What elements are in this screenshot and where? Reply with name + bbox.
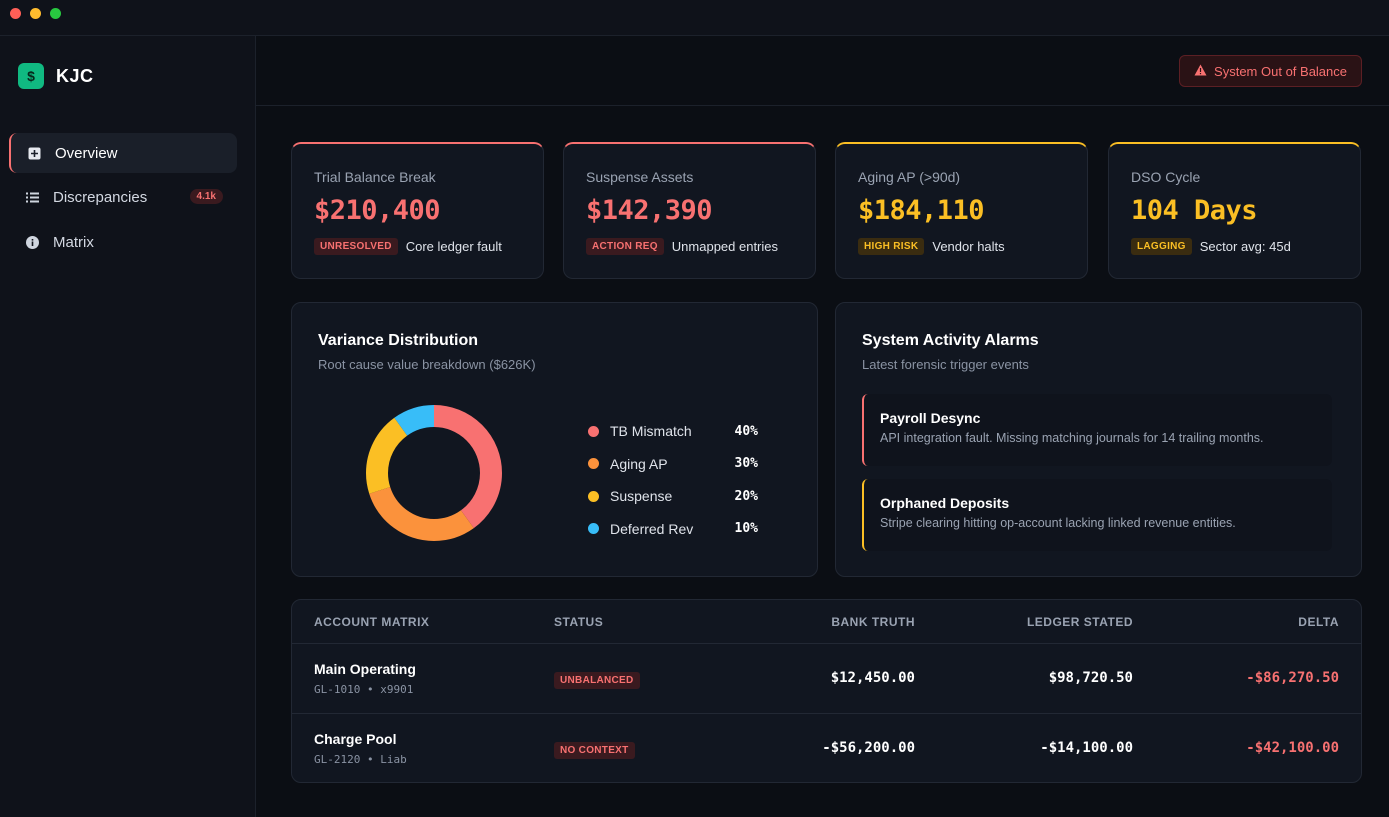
legend-item-aging-ap: Aging AP 30% <box>588 448 758 481</box>
bank-truth-value: -$56,200.00 <box>822 740 915 756</box>
legend-swatch <box>588 458 599 470</box>
list-icon <box>25 190 39 204</box>
kpi-card-dso-cycle[interactable]: DSO Cycle 104 Days LAGGING Sector avg: 4… <box>1108 142 1361 279</box>
status-tag: HIGH RISK <box>858 238 925 255</box>
legend-label: Aging AP <box>610 455 668 472</box>
kpi-title: Trial Balance Break <box>314 169 436 185</box>
legend-swatch <box>588 490 599 502</box>
chart-legend: TB Mismatch 40% Aging AP 30% Suspense 20… <box>588 415 758 545</box>
account-code: GL-1010 • x9901 <box>314 683 414 696</box>
sidebar-item-matrix[interactable]: Matrix <box>9 222 237 262</box>
account-name: Charge Pool <box>314 731 397 747</box>
window-titlebar <box>0 0 1389 36</box>
kpi-note: Core ledger fault <box>405 239 502 254</box>
alarm-description: API integration fault. Missing matching … <box>880 431 1264 445</box>
kpi-value: $184,110 <box>858 195 985 226</box>
kpi-note: Unmapped entries <box>671 239 779 254</box>
variance-donut-chart <box>366 405 502 541</box>
panel-title: System Activity Alarms <box>862 332 1039 349</box>
legend-item-suspense: Suspense 20% <box>588 480 758 513</box>
legend-value: 10% <box>734 521 758 537</box>
kpi-card-suspense-assets[interactable]: Suspense Assets $142,390 ACTION REQ Unma… <box>563 142 816 279</box>
legend-label: TB Mismatch <box>610 423 692 440</box>
kpi-note: Sector avg: 45d <box>1199 239 1291 254</box>
column-header-status[interactable]: STATUS <box>554 615 604 629</box>
legend-item-deferred-rev: Deferred Rev 10% <box>588 513 758 546</box>
panel-title: Variance Distribution <box>318 332 479 349</box>
alarm-item-orphaned-deposits[interactable]: Orphaned Deposits Stripe clearing hittin… <box>862 479 1332 551</box>
ledger-stated-value: $98,720.50 <box>1048 670 1133 686</box>
system-out-of-balance-alert-button[interactable]: System Out of Balance <box>1179 55 1362 87</box>
panel-subtitle: Root cause value breakdown ($626K) <box>318 357 536 372</box>
status-tag: LAGGING <box>1131 238 1192 255</box>
account-name: Main Operating <box>314 661 416 677</box>
status-badge: UNBALANCED <box>554 672 640 689</box>
info-icon <box>25 235 39 249</box>
legend-swatch <box>588 523 599 535</box>
kpi-note: Vendor halts <box>932 239 1005 254</box>
column-header-ledger-stated[interactable]: LEDGER STATED <box>1026 615 1133 629</box>
status-badge: NO CONTEXT <box>554 742 635 759</box>
dollar-logo-icon: $ <box>18 63 44 89</box>
top-bar: System Out of Balance <box>256 36 1389 106</box>
kpi-title: Suspense Assets <box>586 169 694 185</box>
table-row[interactable]: Charge Pool GL-2120 • Liab NO CONTEXT -$… <box>292 713 1361 783</box>
legend-value: 20% <box>734 488 758 504</box>
legend-label: Deferred Rev <box>610 520 694 537</box>
delta-value: -$86,270.50 <box>1246 670 1339 686</box>
legend-value: 40% <box>734 423 758 439</box>
donut-slice-suspense[interactable] <box>366 405 502 541</box>
legend-swatch <box>588 425 599 437</box>
column-header-bank-truth[interactable]: BANK TRUTH <box>831 615 915 629</box>
kpi-value: $142,390 <box>586 195 713 226</box>
alarm-title: Payroll Desync <box>880 410 981 426</box>
sidebar: $ KJC Overview Discrepancies 4.1k Matrix <box>0 36 256 817</box>
donut-slice-deferred-rev[interactable] <box>366 405 502 541</box>
close-window-button[interactable] <box>10 8 21 19</box>
brand-name: KJC <box>56 65 94 86</box>
kpi-value: 104 Days <box>1131 195 1258 226</box>
maximize-window-button[interactable] <box>50 8 61 19</box>
delta-value: -$42,100.00 <box>1246 740 1339 756</box>
kpi-card-aging-ap[interactable]: Aging AP (>90d) $184,110 HIGH RISK Vendo… <box>835 142 1088 279</box>
table-row[interactable]: Main Operating GL-1010 • x9901 UNBALANCE… <box>292 643 1361 713</box>
kpi-title: DSO Cycle <box>1131 169 1201 185</box>
alert-label: System Out of Balance <box>1214 63 1347 79</box>
sidebar-item-label: Overview <box>55 144 118 162</box>
overview-icon <box>27 146 41 160</box>
alarm-title: Orphaned Deposits <box>880 495 1010 511</box>
alarm-description: Stripe clearing hitting op-account lacki… <box>880 516 1236 530</box>
system-activity-alarms-panel: System Activity Alarms Latest forensic t… <box>835 302 1362 577</box>
warning-icon <box>1194 64 1207 79</box>
legend-value: 30% <box>734 456 758 472</box>
sidebar-item-label: Matrix <box>53 233 94 251</box>
sidebar-item-overview[interactable]: Overview <box>9 133 237 173</box>
account-matrix-table: ACCOUNT MATRIX STATUS BANK TRUTH LEDGER … <box>291 599 1362 783</box>
kpi-value: $210,400 <box>314 195 441 226</box>
account-code: GL-2120 • Liab <box>314 753 407 766</box>
column-header-account[interactable]: ACCOUNT MATRIX <box>314 615 430 629</box>
alarm-item-payroll-desync[interactable]: Payroll Desync API integration fault. Mi… <box>862 394 1332 466</box>
brand: $ KJC <box>18 63 94 89</box>
status-tag: UNRESOLVED <box>314 238 398 255</box>
kpi-card-trial-balance-break[interactable]: Trial Balance Break $210,400 UNRESOLVED … <box>291 142 544 279</box>
minimize-window-button[interactable] <box>30 8 41 19</box>
donut-slice-aging-ap[interactable] <box>366 405 502 541</box>
kpi-title: Aging AP (>90d) <box>858 169 961 185</box>
ledger-stated-value: -$14,100.00 <box>1040 740 1133 756</box>
status-tag: ACTION REQ <box>586 238 664 255</box>
sidebar-item-discrepancies[interactable]: Discrepancies 4.1k <box>9 177 237 217</box>
panel-subtitle: Latest forensic trigger events <box>862 357 1029 372</box>
legend-item-tb-mismatch: TB Mismatch 40% <box>588 415 758 448</box>
legend-label: Suspense <box>610 488 673 505</box>
column-header-delta[interactable]: DELTA <box>1298 615 1339 629</box>
discrepancies-count-badge: 4.1k <box>189 189 223 204</box>
variance-distribution-panel: Variance Distribution Root cause value b… <box>291 302 818 577</box>
bank-truth-value: $12,450.00 <box>830 670 915 686</box>
sidebar-item-label: Discrepancies <box>53 188 148 206</box>
